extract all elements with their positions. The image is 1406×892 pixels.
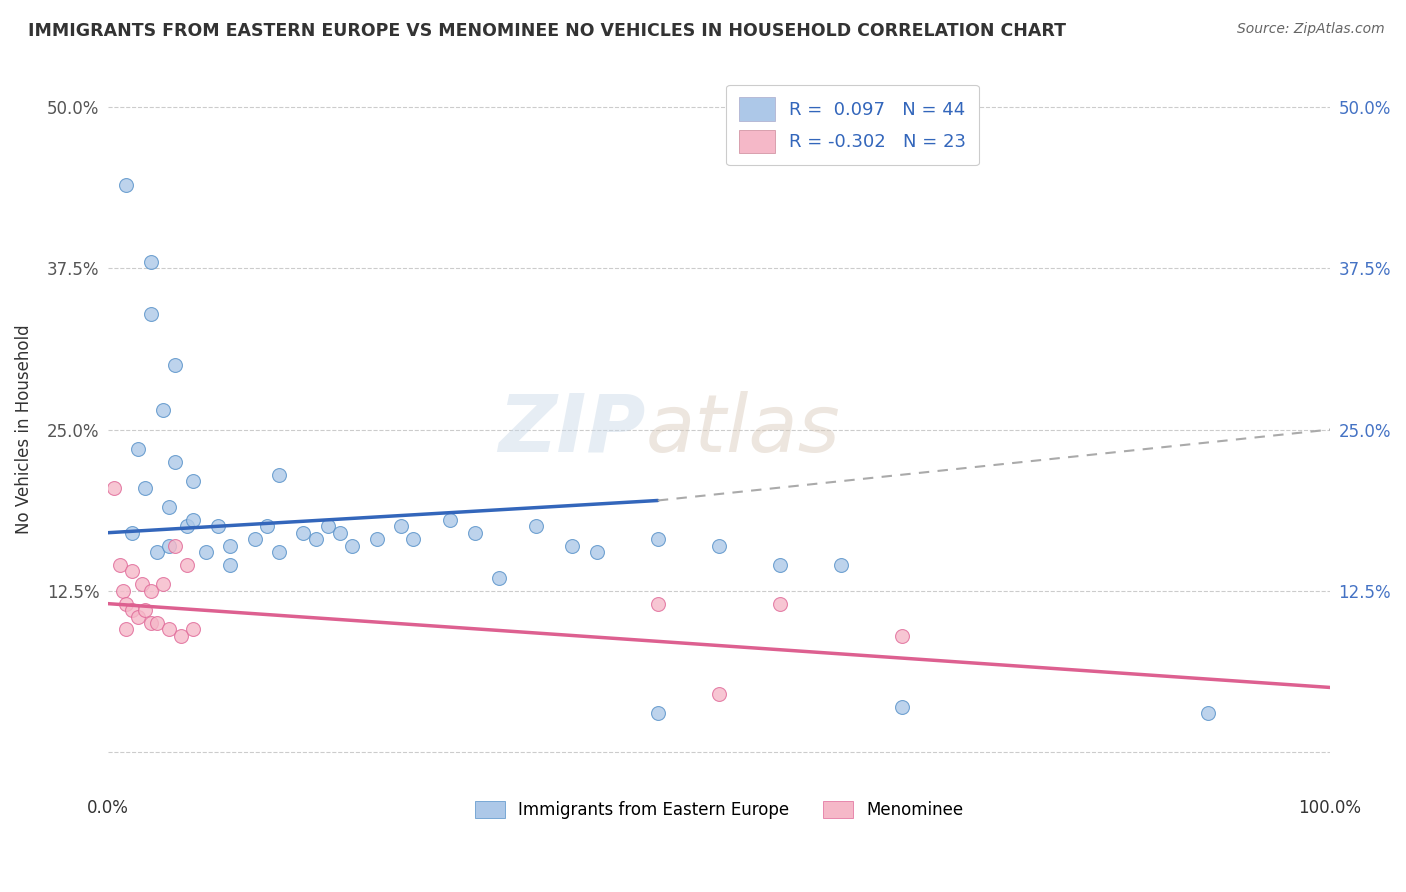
Point	[219, 558, 242, 572]
Point	[561, 539, 583, 553]
Point	[488, 571, 510, 585]
Text: atlas: atlas	[645, 391, 841, 468]
Point	[402, 532, 425, 546]
Point	[121, 565, 143, 579]
Point	[707, 687, 730, 701]
Point	[183, 513, 205, 527]
Point	[131, 577, 153, 591]
Point	[1197, 706, 1219, 721]
Point	[439, 513, 461, 527]
Point	[329, 525, 352, 540]
Point	[121, 603, 143, 617]
Point	[127, 609, 149, 624]
Point	[145, 615, 167, 630]
Point	[103, 481, 125, 495]
Point	[891, 629, 914, 643]
Point	[139, 615, 162, 630]
Point	[115, 178, 138, 192]
Point	[165, 539, 187, 553]
Legend: Immigrants from Eastern Europe, Menominee: Immigrants from Eastern Europe, Menomine…	[468, 794, 970, 826]
Point	[585, 545, 607, 559]
Point	[647, 532, 669, 546]
Point	[183, 623, 205, 637]
Point	[152, 577, 174, 591]
Point	[145, 545, 167, 559]
Point	[111, 583, 134, 598]
Text: Source: ZipAtlas.com: Source: ZipAtlas.com	[1237, 22, 1385, 37]
Point	[115, 597, 138, 611]
Point	[121, 525, 143, 540]
Point	[134, 481, 156, 495]
Point	[108, 558, 131, 572]
Point	[316, 519, 339, 533]
Point	[139, 583, 162, 598]
Point	[219, 539, 242, 553]
Point	[366, 532, 388, 546]
Point	[769, 558, 792, 572]
Point	[292, 525, 315, 540]
Text: ZIP: ZIP	[498, 391, 645, 468]
Point	[647, 706, 669, 721]
Point	[891, 699, 914, 714]
Point	[176, 558, 198, 572]
Point	[243, 532, 266, 546]
Point	[389, 519, 412, 533]
Point	[157, 500, 180, 514]
Point	[769, 597, 792, 611]
Point	[139, 255, 162, 269]
Point	[647, 597, 669, 611]
Point	[256, 519, 278, 533]
Point	[152, 403, 174, 417]
Point	[342, 539, 364, 553]
Point	[267, 545, 290, 559]
Point	[127, 442, 149, 456]
Point	[267, 467, 290, 482]
Point	[524, 519, 547, 533]
Point	[194, 545, 217, 559]
Point	[165, 455, 187, 469]
Point	[830, 558, 852, 572]
Point	[139, 306, 162, 320]
Text: IMMIGRANTS FROM EASTERN EUROPE VS MENOMINEE NO VEHICLES IN HOUSEHOLD CORRELATION: IMMIGRANTS FROM EASTERN EUROPE VS MENOMI…	[28, 22, 1066, 40]
Point	[176, 519, 198, 533]
Point	[304, 532, 326, 546]
Point	[134, 603, 156, 617]
Point	[157, 623, 180, 637]
Point	[115, 623, 138, 637]
Point	[157, 539, 180, 553]
Point	[183, 474, 205, 488]
Point	[463, 525, 485, 540]
Point	[165, 358, 187, 372]
Point	[707, 539, 730, 553]
Point	[207, 519, 229, 533]
Point	[170, 629, 193, 643]
Y-axis label: No Vehicles in Household: No Vehicles in Household	[15, 325, 32, 534]
